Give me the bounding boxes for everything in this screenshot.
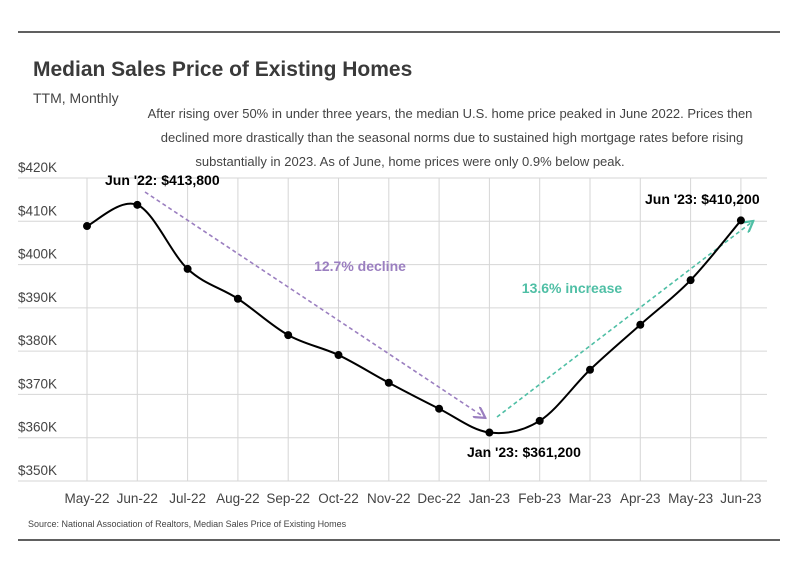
x-tick-label: May-23 — [668, 491, 713, 506]
data-point — [384, 378, 393, 387]
data-point — [586, 365, 594, 374]
y-tick-label: $420K — [18, 160, 57, 175]
x-tick-label: Aug-22 — [216, 491, 260, 506]
data-point — [83, 222, 91, 231]
x-tick-label: Feb-23 — [518, 491, 561, 506]
data-point — [736, 216, 745, 225]
data-point — [183, 264, 192, 273]
x-tick-label: Dec-22 — [417, 491, 461, 506]
y-tick-label: $380K — [18, 333, 57, 348]
data-point — [233, 294, 242, 303]
y-tick-label: $350K — [18, 463, 57, 478]
description-line-3: substantially in 2023. As of June, home … — [195, 154, 624, 169]
description-line-2: declined more drastically than the seaso… — [161, 130, 743, 145]
source-note: Source: National Association of Realtors… — [28, 519, 347, 529]
x-tick-label: Apr-23 — [620, 491, 661, 506]
y-tick-label: $360K — [18, 420, 57, 435]
price-line — [86, 202, 742, 435]
y-tick-label: $370K — [18, 376, 57, 391]
y-tick-label: $400K — [18, 247, 57, 262]
decline-label: 12.7% decline — [314, 258, 406, 274]
decline-arrow — [144, 191, 484, 417]
latest-label: Jun '23: $410,200 — [645, 191, 760, 207]
data-point — [133, 200, 142, 209]
chart-title: Median Sales Price of Existing Homes — [33, 58, 412, 81]
x-tick-label: Jun-23 — [720, 491, 761, 506]
y-tick-label: $390K — [18, 290, 57, 305]
x-tick-label: Jan-23 — [469, 491, 510, 506]
y-tick-label: $410K — [18, 203, 57, 218]
increase-label: 13.6% increase — [522, 280, 623, 296]
data-point — [636, 320, 645, 329]
x-tick-label: Sep-22 — [266, 491, 310, 506]
description-line-1: After rising over 50% in under three yea… — [148, 106, 753, 121]
data-point — [686, 276, 695, 285]
x-tick-label: May-22 — [64, 491, 109, 506]
data-point — [334, 351, 343, 360]
x-tick-label: Oct-22 — [318, 491, 359, 506]
x-tick-label: Jul-22 — [169, 491, 206, 506]
chart-subtitle: TTM, Monthly — [33, 90, 119, 106]
x-tick-label: Nov-22 — [367, 491, 411, 506]
peak-label: Jun '22: $413,800 — [105, 172, 220, 188]
trough-label: Jan '23: $361,200 — [467, 444, 581, 460]
data-point — [435, 404, 444, 413]
data-point — [284, 331, 293, 340]
data-point — [485, 428, 494, 437]
increase-arrow — [496, 222, 752, 418]
x-tick-label: Jun-22 — [117, 491, 158, 506]
data-point — [535, 416, 544, 425]
x-tick-label: Mar-23 — [569, 491, 612, 506]
